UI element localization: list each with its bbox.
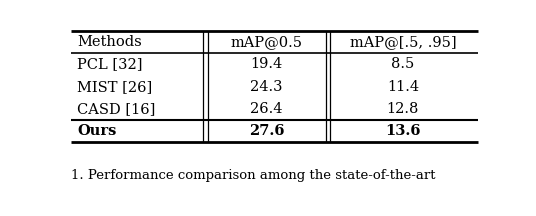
Text: 1. Performance comparison among the state-of-the-art: 1. Performance comparison among the stat… <box>71 169 436 182</box>
Text: CASD [16]: CASD [16] <box>77 102 156 116</box>
Text: 24.3: 24.3 <box>250 80 283 94</box>
Text: 8.5: 8.5 <box>391 57 414 71</box>
Text: 12.8: 12.8 <box>387 102 419 116</box>
Text: MIST [26]: MIST [26] <box>77 80 153 94</box>
Text: Methods: Methods <box>77 35 142 49</box>
Text: mAP@[.5, .95]: mAP@[.5, .95] <box>349 35 456 49</box>
Text: mAP@0.5: mAP@0.5 <box>230 35 302 49</box>
Text: 11.4: 11.4 <box>387 80 419 94</box>
Text: 26.4: 26.4 <box>250 102 283 116</box>
Text: 13.6: 13.6 <box>385 124 421 138</box>
Text: Ours: Ours <box>77 124 117 138</box>
Text: 19.4: 19.4 <box>250 57 282 71</box>
Text: PCL [32]: PCL [32] <box>77 57 143 71</box>
Text: 27.6: 27.6 <box>249 124 284 138</box>
